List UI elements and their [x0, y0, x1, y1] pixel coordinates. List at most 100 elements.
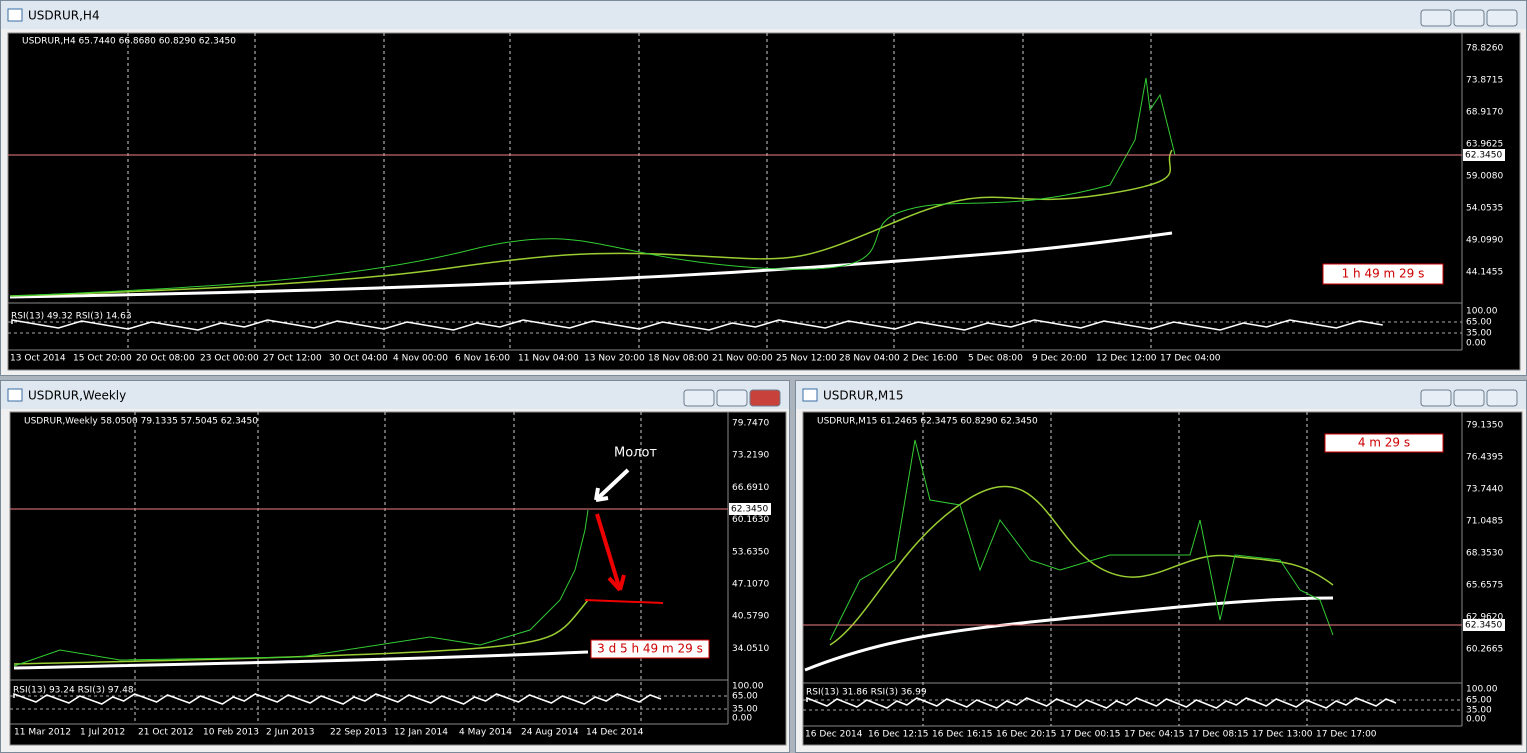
minimize-button[interactable] [1420, 389, 1452, 407]
title-bar [1, 381, 789, 409]
timer-box [1322, 263, 1444, 285]
time-tick-label: 25 Nov 12:00 [776, 354, 837, 364]
chart-window: USDRUR,H4 USDRUR,H4 65.7440 66.8680 60.82… [0, 0, 1527, 376]
current-price: 62.3450 [1465, 621, 1502, 631]
rsi-tick-label: 0.00 [1466, 715, 1486, 725]
time-tick-label: 4 May 2014 [459, 728, 512, 738]
rsi-tick-label: 35.00 [732, 705, 758, 715]
maximize-button[interactable] [716, 389, 748, 407]
chart-area [9, 411, 787, 746]
time-tick-label: 1 Jul 2012 [80, 728, 125, 738]
close-button[interactable] [1486, 9, 1518, 27]
time-tick-label: 16 Dec 12:15 [868, 730, 929, 740]
window-icon [7, 388, 23, 402]
time-tick-label: 16 Dec 20:15 [996, 730, 1057, 740]
window-title: USDRUR,Weekly [28, 389, 126, 403]
minimize-button[interactable] [1420, 9, 1452, 27]
price-tick-label: 44.1455 [1466, 268, 1503, 278]
time-tick-label: 17 Dec 00:15 [1060, 730, 1121, 740]
price-tick-label: 79.1350 [1466, 421, 1503, 431]
rsi-tick-label: 35.00 [1466, 706, 1492, 716]
time-tick-label: 14 Dec 2014 [586, 728, 644, 738]
time-tick-label: 17 Dec 08:15 [1188, 730, 1249, 740]
price-tick-label: 47.1070 [732, 580, 769, 590]
timer: 4 m 29 s [1358, 436, 1410, 450]
maximize-button[interactable] [1453, 9, 1485, 27]
rsi-line [13, 692, 662, 705]
time-tick-label: 20 Oct 08:00 [136, 354, 195, 364]
price-tick-label: 76.4395 [1466, 453, 1503, 463]
price-tick-label: 54.0535 [1466, 204, 1503, 214]
maximize-button[interactable] [1453, 389, 1485, 407]
rsi-tick-label: 65.00 [1466, 318, 1492, 328]
price-tick-label: 73.2190 [732, 451, 769, 461]
time-tick-label: 13 Oct 2014 [10, 354, 66, 364]
time-tick-label: 9 Dec 20:00 [1032, 354, 1087, 364]
window-title: USDRUR,M15 [823, 389, 904, 403]
rsi-label: RSI(13) 31.86 RSI(3) 36.99 [806, 688, 927, 698]
price-tick-label: 65.6575 [1466, 581, 1503, 591]
current-price-box [729, 503, 771, 515]
window-title: USDRUR,H4 [28, 9, 100, 23]
chart-window: USDRUR,M15 USDRUR,M15 61.2465 62.3475 60.… [795, 380, 1527, 753]
annotation-arrow [594, 468, 630, 502]
price-line [804, 596, 1334, 672]
rsi-tick-label: 65.00 [1466, 696, 1492, 706]
price-tick-label: 73.8715 [1466, 76, 1503, 86]
price-line [13, 650, 589, 670]
forecast-line [584, 599, 664, 604]
chart-header: USDRUR,M15 61.2465 62.3475 60.8290 62.34… [817, 417, 1038, 427]
price-tick-label: 49.0990 [1466, 236, 1503, 246]
window-icon [802, 388, 818, 402]
price-tick-label: 60.2665 [1466, 645, 1503, 655]
title-bar [796, 381, 1526, 409]
rsi-tick-label: 100.00 [1466, 685, 1498, 695]
price-tick-label: 62.9620 [1466, 613, 1503, 623]
price-tick-label: 71.0485 [1466, 517, 1503, 527]
title-bar [1, 1, 1526, 29]
time-tick-label: 23 Oct 00:00 [200, 354, 259, 364]
time-tick-label: 11 Nov 04:00 [518, 354, 579, 364]
time-tick-label: 17 Dec 04:15 [1124, 730, 1185, 740]
rsi-line [806, 696, 1397, 709]
minimize-button[interactable] [683, 389, 715, 407]
timer: 3 d 5 h 49 m 29 s [597, 642, 703, 656]
chart-header: USDRUR,Weekly 58.0500 79.1335 57.5045 62… [24, 417, 258, 427]
close-button[interactable] [1486, 389, 1518, 407]
time-tick-label: 2 Dec 16:00 [903, 354, 958, 364]
time-tick-label: 27 Oct 12:00 [263, 354, 322, 364]
time-tick-label: 16 Dec 2014 [805, 730, 863, 740]
time-tick-label: 21 Nov 00:00 [712, 354, 773, 364]
time-tick-label: 15 Oct 20:00 [73, 354, 132, 364]
rsi-tick-label: 0.00 [1466, 339, 1486, 349]
price-tick-label: 78.8260 [1466, 44, 1503, 54]
time-tick-label: 5 Dec 08:00 [968, 354, 1023, 364]
price-line [9, 77, 1176, 297]
time-tick-label: 10 Feb 2013 [203, 728, 259, 738]
time-tick-label: 11 Mar 2012 [14, 728, 71, 738]
current-price: 62.3450 [1465, 151, 1502, 161]
rsi-tick-label: 35.00 [1466, 329, 1492, 339]
time-tick-label: 28 Nov 04:00 [839, 354, 900, 364]
price-tick-label: 66.6910 [732, 483, 769, 493]
time-tick-label: 17 Dec 13:00 [1252, 730, 1313, 740]
rsi-label: RSI(13) 93.24 RSI(3) 97.48 [13, 686, 134, 696]
timer-box [590, 639, 710, 659]
current-price-box [1463, 619, 1505, 631]
price-line [829, 439, 1334, 641]
time-tick-label: 16 Dec 16:15 [932, 730, 993, 740]
timer: 1 h 49 m 29 s [1342, 267, 1425, 281]
price-tick-label: 63.9625 [1466, 140, 1503, 150]
chart-area [7, 32, 1521, 371]
close-button[interactable] [749, 389, 781, 407]
time-tick-label: 12 Jan 2014 [394, 728, 448, 738]
time-tick-label: 30 Oct 04:00 [329, 354, 388, 364]
time-tick-label: 13 Nov 20:00 [584, 354, 645, 364]
annotation: Молот [614, 446, 657, 461]
price-line [9, 149, 1173, 297]
time-tick-label: 17 Dec 17:00 [1316, 730, 1377, 740]
price-line [829, 485, 1334, 646]
price-tick-label: 68.9170 [1466, 108, 1503, 118]
